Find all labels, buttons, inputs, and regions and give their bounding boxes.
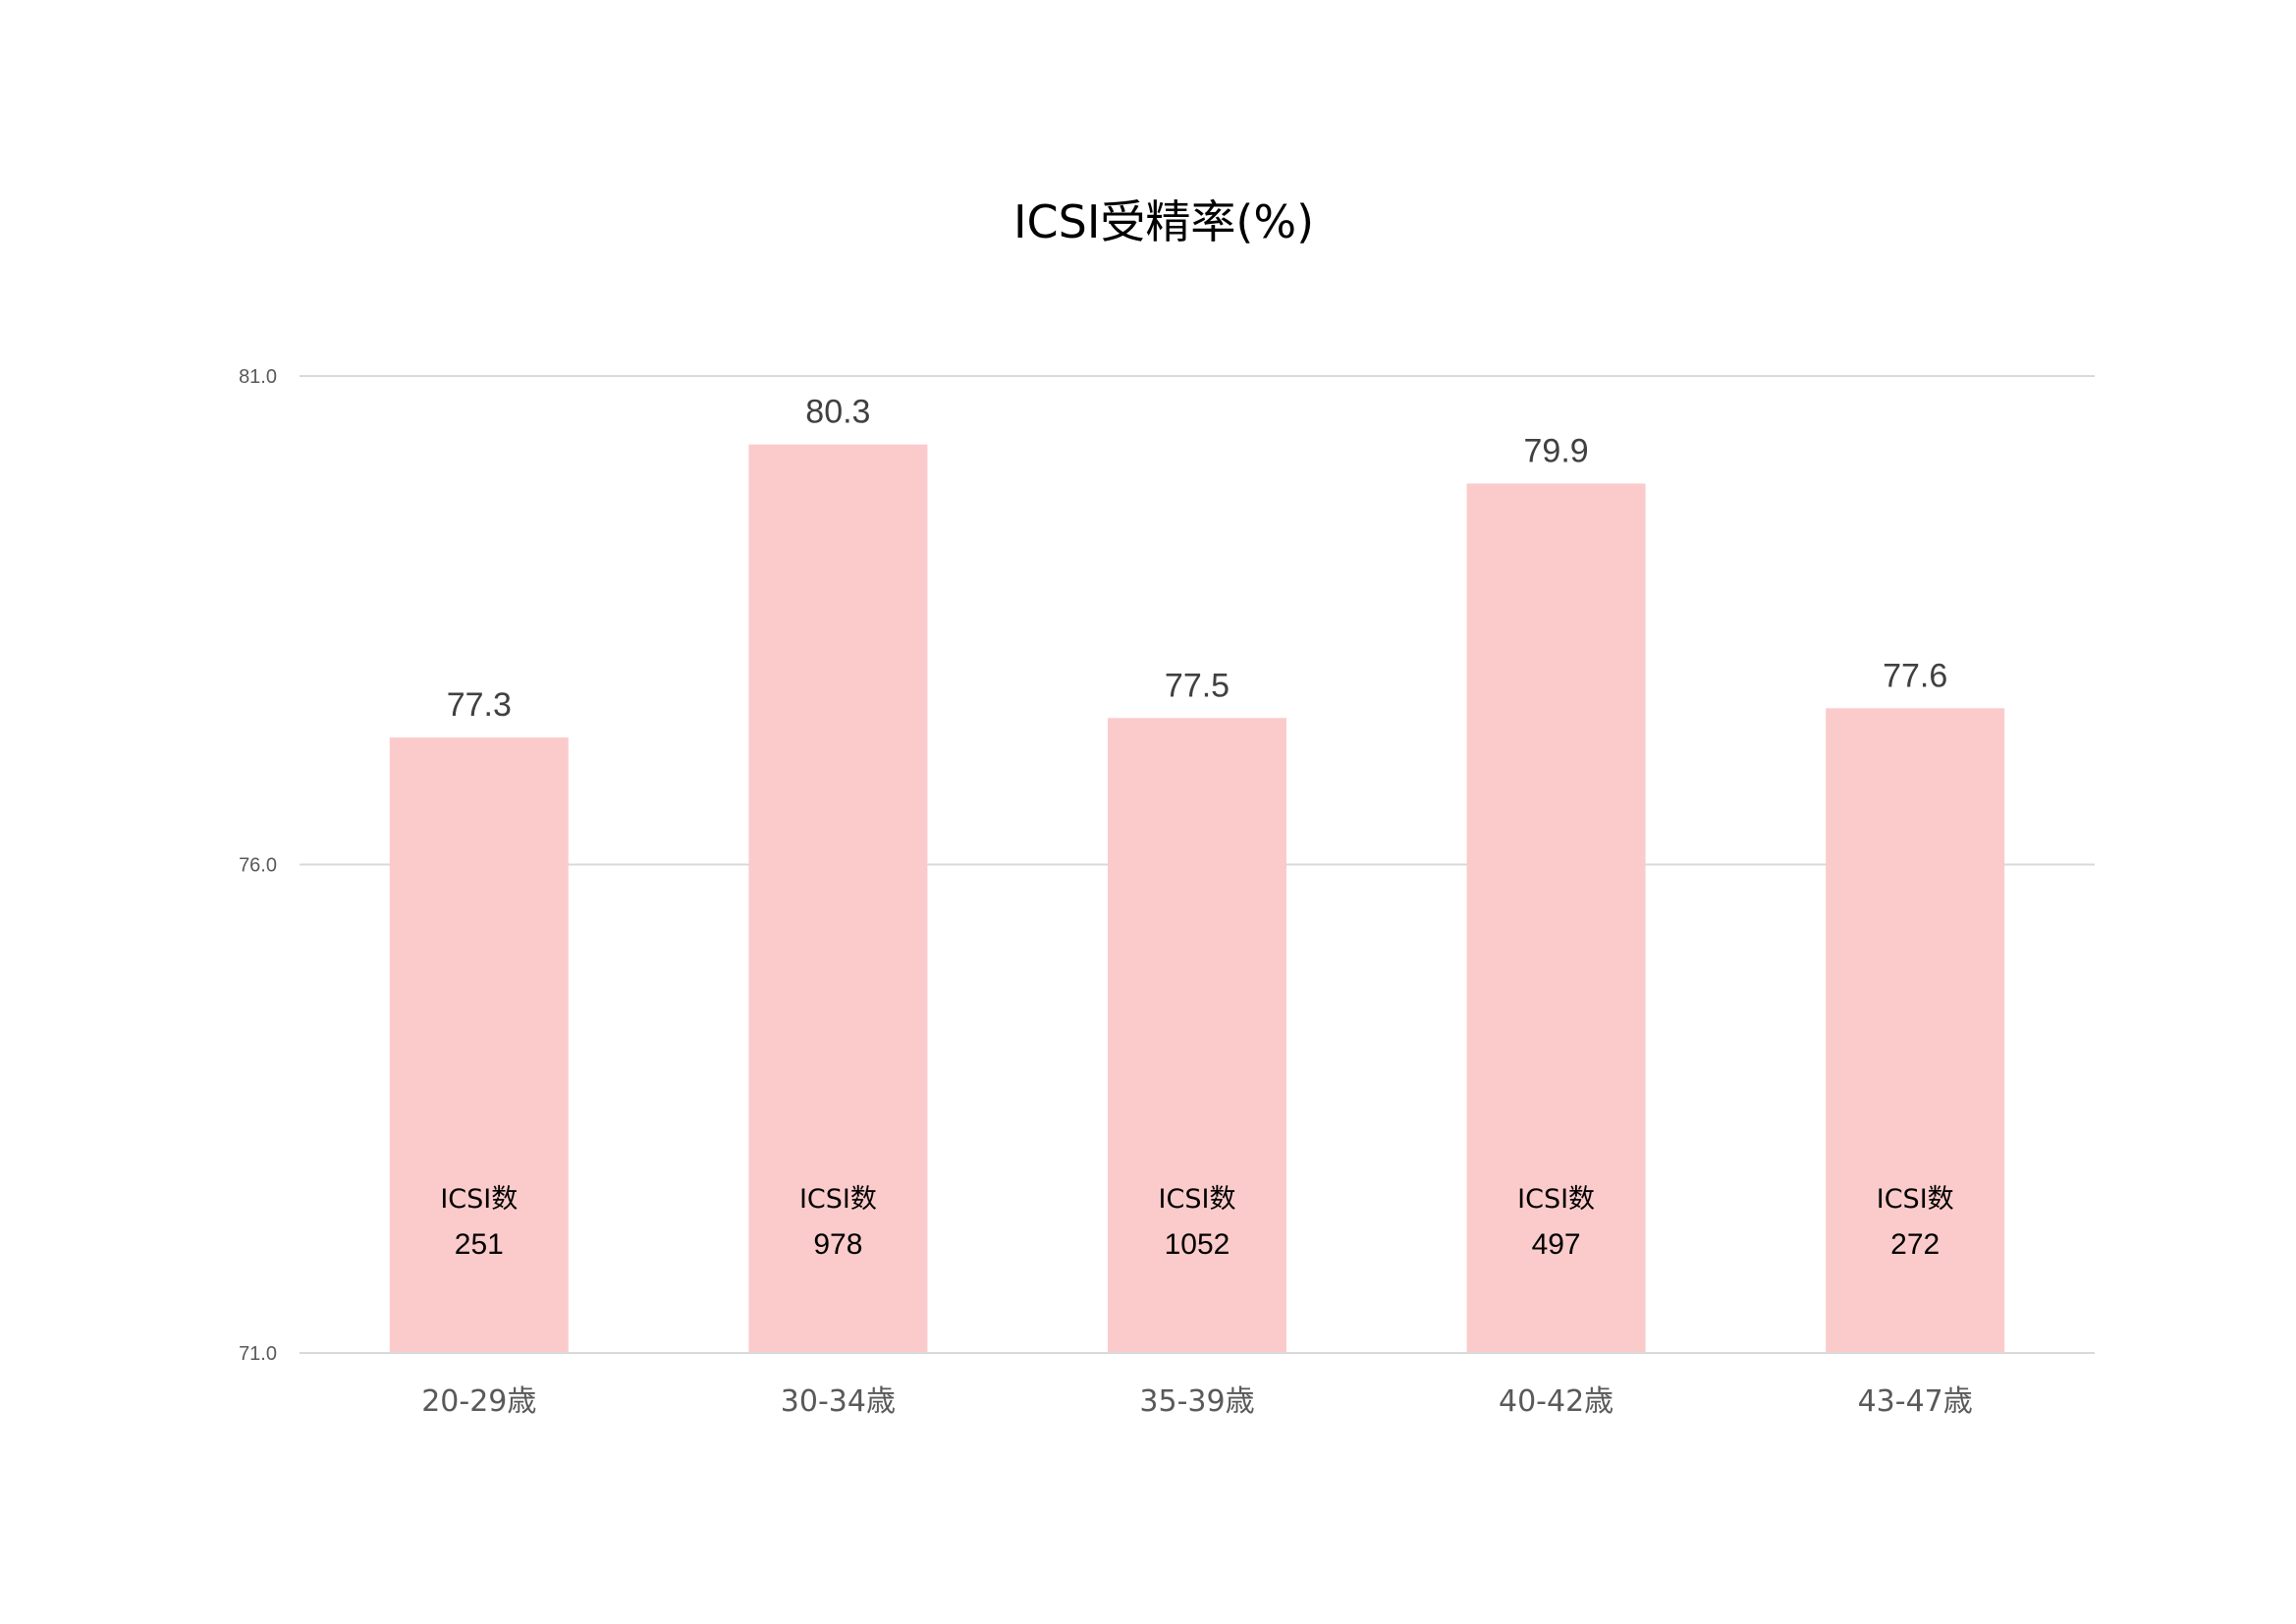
count-caption: ICSI数	[1517, 1184, 1595, 1215]
count-caption: ICSI数	[799, 1184, 877, 1215]
count-caption: ICSI数	[1159, 1184, 1236, 1215]
count-caption: ICSI数	[440, 1184, 518, 1215]
bar	[1466, 483, 1646, 1353]
x-tick-label: 40-42歳	[1499, 1384, 1613, 1419]
bar	[748, 444, 928, 1353]
count-value: 497	[1532, 1228, 1581, 1261]
x-tick-label: 43-47歳	[1858, 1384, 1973, 1419]
count-value: 272	[1890, 1228, 1940, 1261]
data-label: 80.3	[805, 394, 870, 431]
count-value: 251	[455, 1228, 504, 1261]
data-label: 79.9	[1524, 432, 1589, 469]
count-value: 1052	[1165, 1228, 1230, 1261]
labels: 81.0 76.0 71.0 77.3 ICSI数 251 20-29歳 80.3 ICSI数 9…	[239, 366, 2095, 1419]
count-caption: ICSI数	[1877, 1184, 1954, 1215]
y-tick-label: 76.0	[239, 855, 277, 877]
data-label: 77.5	[1165, 667, 1230, 704]
x-tick-label: 35-39歳	[1139, 1384, 1254, 1419]
count-value: 978	[813, 1228, 862, 1261]
y-tick-label: 71.0	[239, 1343, 277, 1365]
data-label: 77.3	[447, 686, 512, 724]
bar	[1826, 708, 2005, 1353]
bar	[1108, 718, 1286, 1353]
y-tick-label: 81.0	[239, 366, 277, 388]
bar	[389, 737, 569, 1353]
data-label: 77.6	[1883, 657, 1947, 694]
x-tick-label: 20-29歳	[421, 1384, 536, 1419]
x-tick-label: 30-34歳	[781, 1384, 896, 1419]
bars	[389, 444, 2005, 1353]
chart-title: ICSI受精率(%)	[1013, 195, 1314, 248]
